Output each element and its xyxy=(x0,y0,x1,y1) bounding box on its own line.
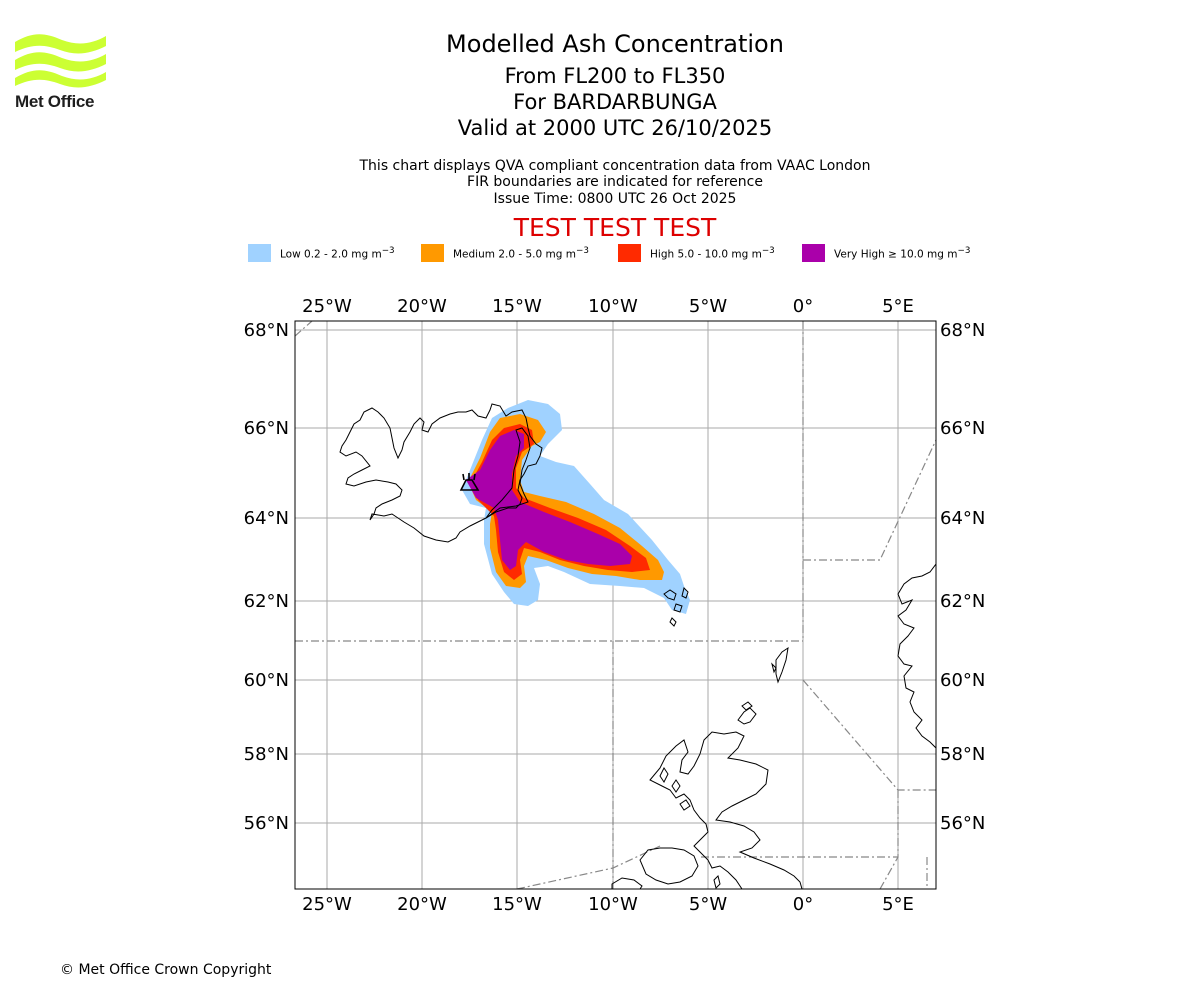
hebrides xyxy=(659,767,691,811)
lat-label-right: 60°N xyxy=(940,670,985,691)
lon-labels-bottom: 25°W 20°W 15°W 10°W 5°W 0° 5°E xyxy=(302,894,914,915)
shetland xyxy=(771,646,789,684)
lon-label-bottom: 25°W xyxy=(302,894,352,915)
lon-label-top: 10°W xyxy=(588,296,638,317)
lat-label-right: 58°N xyxy=(940,744,985,765)
info-line-3: Issue Time: 0800 UTC 26 Oct 2025 xyxy=(493,191,737,207)
norway-coastline xyxy=(897,563,936,749)
legend-swatch-low xyxy=(248,244,271,262)
ash-very-high-layer xyxy=(466,430,632,570)
vatnajokull-outline xyxy=(485,427,531,519)
lat-label-right: 56°N xyxy=(940,813,985,834)
lat-label-right: 68°N xyxy=(940,320,985,341)
lon-label-bottom: 0° xyxy=(793,894,813,915)
volcano-name: For BARDARBUNGA xyxy=(513,90,717,114)
legend-item-high: High 5.0 - 10.0 mg m−3 xyxy=(618,244,775,262)
lat-label-right: 64°N xyxy=(940,508,985,529)
met-office-logo-text: Met Office xyxy=(15,92,95,111)
legend-label-high: High 5.0 - 10.0 mg m−3 xyxy=(650,245,775,261)
legend-item-low: Low 0.2 - 2.0 mg m−3 xyxy=(248,244,395,262)
flight-level-range: From FL200 to FL350 xyxy=(504,64,726,88)
info-line-1: This chart displays QVA compliant concen… xyxy=(359,158,871,174)
lat-label-left: 64°N xyxy=(244,508,289,529)
lat-label-left: 56°N xyxy=(244,813,289,834)
legend-item-medium: Medium 2.0 - 5.0 mg m−3 xyxy=(421,244,589,262)
legend-swatch-high xyxy=(618,244,641,262)
lon-label-top: 5°W xyxy=(689,296,727,317)
lon-label-bottom: 5°W xyxy=(689,894,727,915)
northern-ireland-coastline xyxy=(639,847,699,885)
lat-label-left: 68°N xyxy=(244,320,289,341)
lat-labels-right: 68°N 66°N 64°N 62°N 60°N 58°N 56°N xyxy=(940,320,985,834)
lon-label-bottom: 15°W xyxy=(492,894,542,915)
lon-labels-top: 25°W 20°W 15°W 10°W 5°W 0° 5°E xyxy=(302,296,914,317)
fir-boundaries xyxy=(295,321,936,889)
map-area xyxy=(295,321,936,889)
faroe-islands xyxy=(663,587,689,627)
lon-label-top: 0° xyxy=(793,296,813,317)
copyright-notice: © Met Office Crown Copyright xyxy=(60,962,272,978)
ireland-north-coast xyxy=(611,877,643,889)
test-banner: TEST TEST TEST xyxy=(513,213,717,242)
legend-item-very-high: Very High ≥ 10.0 mg m−3 xyxy=(802,244,970,262)
map-frame xyxy=(294,320,937,890)
lon-label-top: 20°W xyxy=(397,296,447,317)
chart-title: Modelled Ash Concentration xyxy=(446,30,784,58)
orkney xyxy=(737,701,757,725)
lon-label-bottom: 10°W xyxy=(588,894,638,915)
lat-label-right: 62°N xyxy=(940,591,985,612)
legend-label-low: Low 0.2 - 2.0 mg m−3 xyxy=(280,245,395,261)
graticule xyxy=(295,321,936,889)
info-line-2: FIR boundaries are indicated for referen… xyxy=(467,174,763,190)
met-office-logo-icon xyxy=(15,34,106,88)
lat-label-left: 62°N xyxy=(244,591,289,612)
lat-label-right: 66°N xyxy=(940,418,985,439)
legend-label-medium: Medium 2.0 - 5.0 mg m−3 xyxy=(453,245,589,261)
volcano-symbol-icon xyxy=(459,473,480,491)
lon-label-top: 15°W xyxy=(492,296,542,317)
lat-label-left: 66°N xyxy=(244,418,289,439)
scotland-coastline xyxy=(649,731,803,889)
lat-label-left: 60°N xyxy=(244,670,289,691)
valid-time: Valid at 2000 UTC 26/10/2025 xyxy=(457,116,773,140)
legend-swatch-medium xyxy=(421,244,444,262)
lat-label-left: 58°N xyxy=(244,744,289,765)
lat-labels-left: 68°N 66°N 64°N 62°N 60°N 58°N 56°N xyxy=(244,320,289,834)
legend-label-very-high: Very High ≥ 10.0 mg m−3 xyxy=(834,245,971,261)
lon-label-bottom: 20°W xyxy=(397,894,447,915)
lon-label-top: 25°W xyxy=(302,296,352,317)
iceland-coastline xyxy=(339,403,543,543)
isle-of-man xyxy=(713,875,721,889)
coastlines xyxy=(339,403,936,889)
lon-label-top: 5°E xyxy=(882,296,914,317)
lon-label-bottom: 5°E xyxy=(882,894,914,915)
legend-swatch-very-high xyxy=(802,244,825,262)
